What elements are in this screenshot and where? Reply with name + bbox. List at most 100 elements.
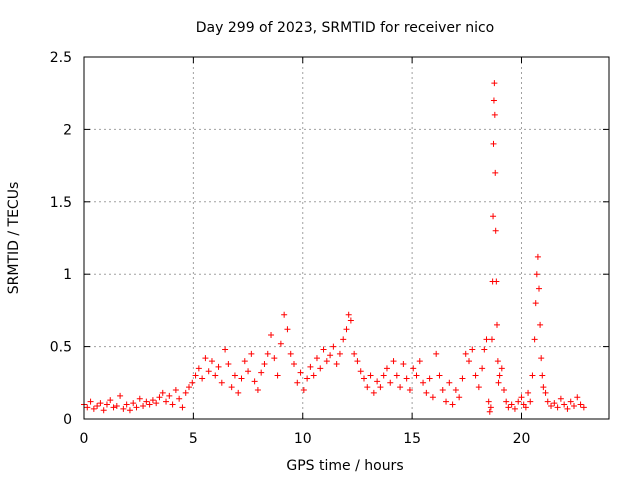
data-point [307,363,314,370]
data-point [403,375,410,382]
data-point [330,343,337,350]
data-point [176,395,183,402]
data-point [367,372,374,379]
data-point [261,360,268,367]
x-tick-label: 10 [294,431,312,447]
data-point [527,398,534,405]
data-point [494,358,501,365]
data-point [277,340,284,347]
data-point [491,111,498,118]
data-point [462,350,469,357]
x-tick-label: 20 [513,431,531,447]
data-point [496,372,503,379]
x-tick-label: 0 [80,431,89,447]
data-point [182,389,189,396]
data-point [327,352,334,359]
data-point [481,346,488,353]
data-point [251,378,258,385]
data-point [159,389,166,396]
data-point [130,400,137,407]
y-axis-label: SRMTID / TECUs [6,182,22,295]
data-point [548,402,555,409]
data-point [202,355,209,362]
data-point [215,363,222,370]
y-tick-label: 1.5 [50,195,72,211]
plot-frame [83,56,610,420]
data-point [258,369,265,376]
data-point [218,379,225,386]
data-point [423,389,430,396]
data-point [172,387,179,394]
data-point [304,375,311,382]
data-point [490,213,497,220]
data-point [357,368,364,375]
data-point [525,389,532,396]
data-point [345,311,352,318]
data-point [291,360,297,367]
data-point [264,350,271,357]
data-point [287,350,294,357]
data-point [351,350,358,357]
data-point [238,375,245,382]
data-point [110,404,117,411]
data-point [410,365,417,372]
chart-title: Day 299 of 2023, SRMTID for receiver nic… [196,20,494,36]
data-point [397,384,404,391]
data-point [340,336,347,343]
data-point [387,379,394,386]
data-point [317,365,324,372]
data-point [449,401,456,408]
data-point [297,369,304,376]
data-point [508,401,515,408]
data-point [420,379,427,386]
y-tick-label: 0.5 [50,340,72,356]
grid [84,57,609,419]
data-point [439,387,446,394]
data-point [179,404,186,411]
data-point [84,404,91,411]
data-point [117,392,124,399]
data-point [538,355,545,362]
data-point [492,169,499,176]
data-point [377,384,384,391]
data-point [466,358,472,365]
data-point [540,384,547,391]
data-point [515,398,522,405]
data-point [488,336,495,343]
data-point [498,365,505,372]
data-point [483,336,490,343]
data-point [189,379,196,386]
data-point [208,358,215,365]
data-point [156,394,163,401]
data-point [248,350,255,357]
data-point [479,365,486,372]
data-point [268,332,275,339]
data-point [536,285,542,292]
data-point [475,384,482,391]
data-point [87,398,94,405]
data-point [456,394,463,401]
data-point [94,402,101,409]
data-point [231,372,238,379]
data-point [271,355,278,362]
data-point [544,398,551,405]
data-point [241,358,248,365]
data-point [100,407,107,414]
data-point [426,375,433,382]
data-point [532,300,539,307]
data-point [126,407,133,414]
data-point [136,395,143,402]
data-point [493,278,500,285]
data-point [186,384,192,391]
axis-ticks: 0 0.5 1 1.5 2 2.5 0 5 10 15 20 [50,50,609,447]
data-point [140,402,147,409]
data-point [503,398,510,405]
data-point [143,398,150,405]
data-point [490,97,497,104]
y-tick-label: 0 [63,412,72,428]
data-point [310,372,317,379]
data-point [522,404,529,411]
data-point [469,346,476,353]
data-point [400,360,407,367]
data-point [380,372,387,379]
